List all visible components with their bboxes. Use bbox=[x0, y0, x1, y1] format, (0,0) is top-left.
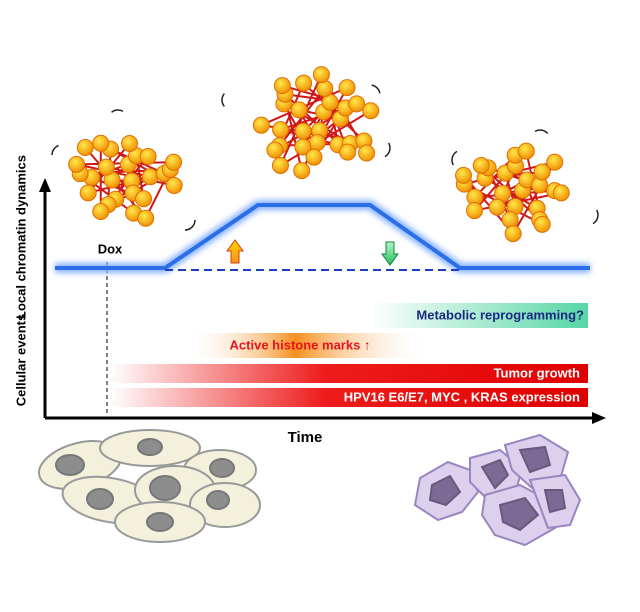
chromatin-part bbox=[68, 155, 86, 173]
chromatin-part bbox=[184, 219, 196, 231]
chromatin-part bbox=[165, 177, 183, 195]
chromatin-part bbox=[165, 153, 183, 171]
normal-cells bbox=[38, 429, 261, 543]
chromatin-part bbox=[533, 215, 551, 233]
x-axis-label: Time bbox=[288, 429, 323, 446]
bar-expression bbox=[110, 388, 588, 407]
chromatin-part bbox=[51, 144, 59, 156]
chromatin-part bbox=[552, 184, 570, 202]
chromatin-part bbox=[501, 211, 519, 229]
bar-tumor bbox=[110, 364, 588, 383]
chromatin-part bbox=[308, 134, 326, 152]
chromatin-part bbox=[273, 77, 291, 95]
chromatin-part bbox=[294, 138, 312, 156]
chromatin-part bbox=[141, 168, 159, 186]
chromatin-part bbox=[139, 148, 157, 166]
chromatin-part bbox=[271, 156, 289, 174]
chromatin-part bbox=[546, 153, 564, 171]
chromatin-part bbox=[384, 142, 391, 158]
bar-label: Metabolic reprogramming? bbox=[416, 307, 584, 322]
axes bbox=[39, 178, 606, 424]
chromatin-part bbox=[76, 138, 94, 156]
y-axis-label: Cellular events bbox=[13, 314, 28, 407]
chromatin-part bbox=[111, 109, 124, 113]
down-arrow bbox=[381, 241, 399, 266]
chromatin bbox=[51, 66, 599, 243]
dynamics-curve bbox=[55, 200, 590, 273]
tumor-cells bbox=[413, 433, 582, 547]
bar-metabolic bbox=[370, 303, 588, 328]
chromatin-part bbox=[97, 158, 115, 176]
chromatin-part bbox=[472, 156, 490, 174]
chromatin-part bbox=[290, 101, 308, 119]
chromatin-part bbox=[137, 209, 155, 227]
bar-label: Tumor growth bbox=[494, 365, 580, 380]
chromatin-part bbox=[121, 134, 139, 152]
chromatin-part bbox=[488, 198, 506, 216]
chromatin-part bbox=[533, 163, 551, 181]
chromatin-part bbox=[517, 142, 535, 160]
chromatin-part bbox=[266, 141, 284, 159]
chromatin-part bbox=[534, 129, 549, 135]
y-axis-label: Local chromatin dynamics bbox=[13, 155, 28, 319]
chromatin-part bbox=[466, 202, 484, 220]
chromatin-part bbox=[316, 80, 334, 98]
chromatin-part bbox=[592, 209, 599, 225]
chromatin-part bbox=[92, 203, 110, 221]
dox-label: Dox bbox=[98, 241, 123, 256]
bar-histone bbox=[185, 333, 430, 358]
chromatin-part bbox=[348, 95, 366, 113]
bar-label: HPV16 E6/E7, MYC , KRAS expression bbox=[344, 389, 580, 404]
bar-label: Active histone marks ↑ bbox=[230, 337, 371, 352]
chromatin-part bbox=[358, 144, 376, 162]
up-arrow bbox=[226, 239, 244, 264]
chromatin-part bbox=[294, 122, 312, 140]
chromatin-part bbox=[338, 79, 356, 97]
chromatin-part bbox=[92, 134, 110, 152]
chromatin-part bbox=[312, 66, 330, 84]
chromatin-part bbox=[135, 190, 153, 208]
chromatin-part bbox=[362, 102, 380, 120]
chromatin-part bbox=[451, 150, 458, 166]
chromatin-part bbox=[79, 184, 97, 202]
chromatin-part bbox=[455, 166, 473, 184]
chromatin-part bbox=[339, 143, 357, 161]
chromatin-part bbox=[272, 121, 290, 139]
chromatin-part bbox=[221, 93, 225, 107]
chromatin-part bbox=[295, 74, 313, 92]
chromatin-part bbox=[293, 162, 311, 180]
chromatin-part bbox=[371, 84, 381, 94]
chromatin-part bbox=[504, 225, 522, 243]
chromatin-part bbox=[252, 116, 270, 134]
chromatin-part bbox=[305, 148, 323, 166]
